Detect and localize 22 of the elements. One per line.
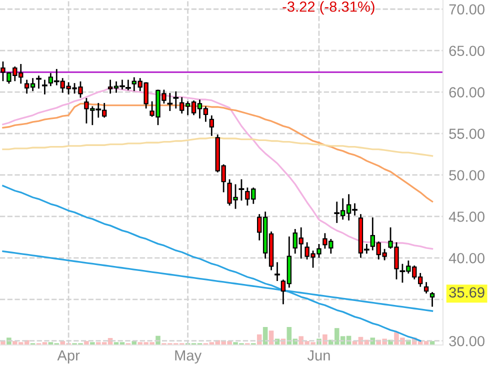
candlestick bbox=[209, 115, 214, 136]
candlestick bbox=[424, 282, 429, 294]
y-tick-label: 40.00 bbox=[448, 253, 484, 264]
line-series bbox=[2, 136, 434, 157]
candlestick bbox=[0, 62, 6, 82]
x-tick-label: May bbox=[175, 350, 202, 364]
y-tick-label: 60.00 bbox=[449, 87, 484, 98]
candlestick bbox=[274, 262, 280, 282]
x-tick-label: Jun bbox=[307, 350, 330, 361]
text: 35.69 bbox=[449, 287, 484, 298]
candlestick bbox=[36, 76, 42, 89]
x-tick-label: Apr bbox=[57, 350, 80, 364]
y-tick-label: 65.00 bbox=[449, 46, 484, 56]
y-tick-label: 55.00 bbox=[449, 128, 484, 139]
y-tick-label: 30.00 bbox=[449, 336, 484, 346]
annotation: -3.22 (-8.31%) bbox=[282, 1, 374, 15]
candlestick bbox=[430, 292, 435, 307]
y-tick-label: 50.00 bbox=[449, 170, 484, 180]
y-tick-label: 45.00 bbox=[448, 212, 484, 222]
candlestick bbox=[42, 80, 48, 94]
y-tick-label: 70.00 bbox=[449, 4, 484, 15]
bar bbox=[90, 342, 95, 345]
